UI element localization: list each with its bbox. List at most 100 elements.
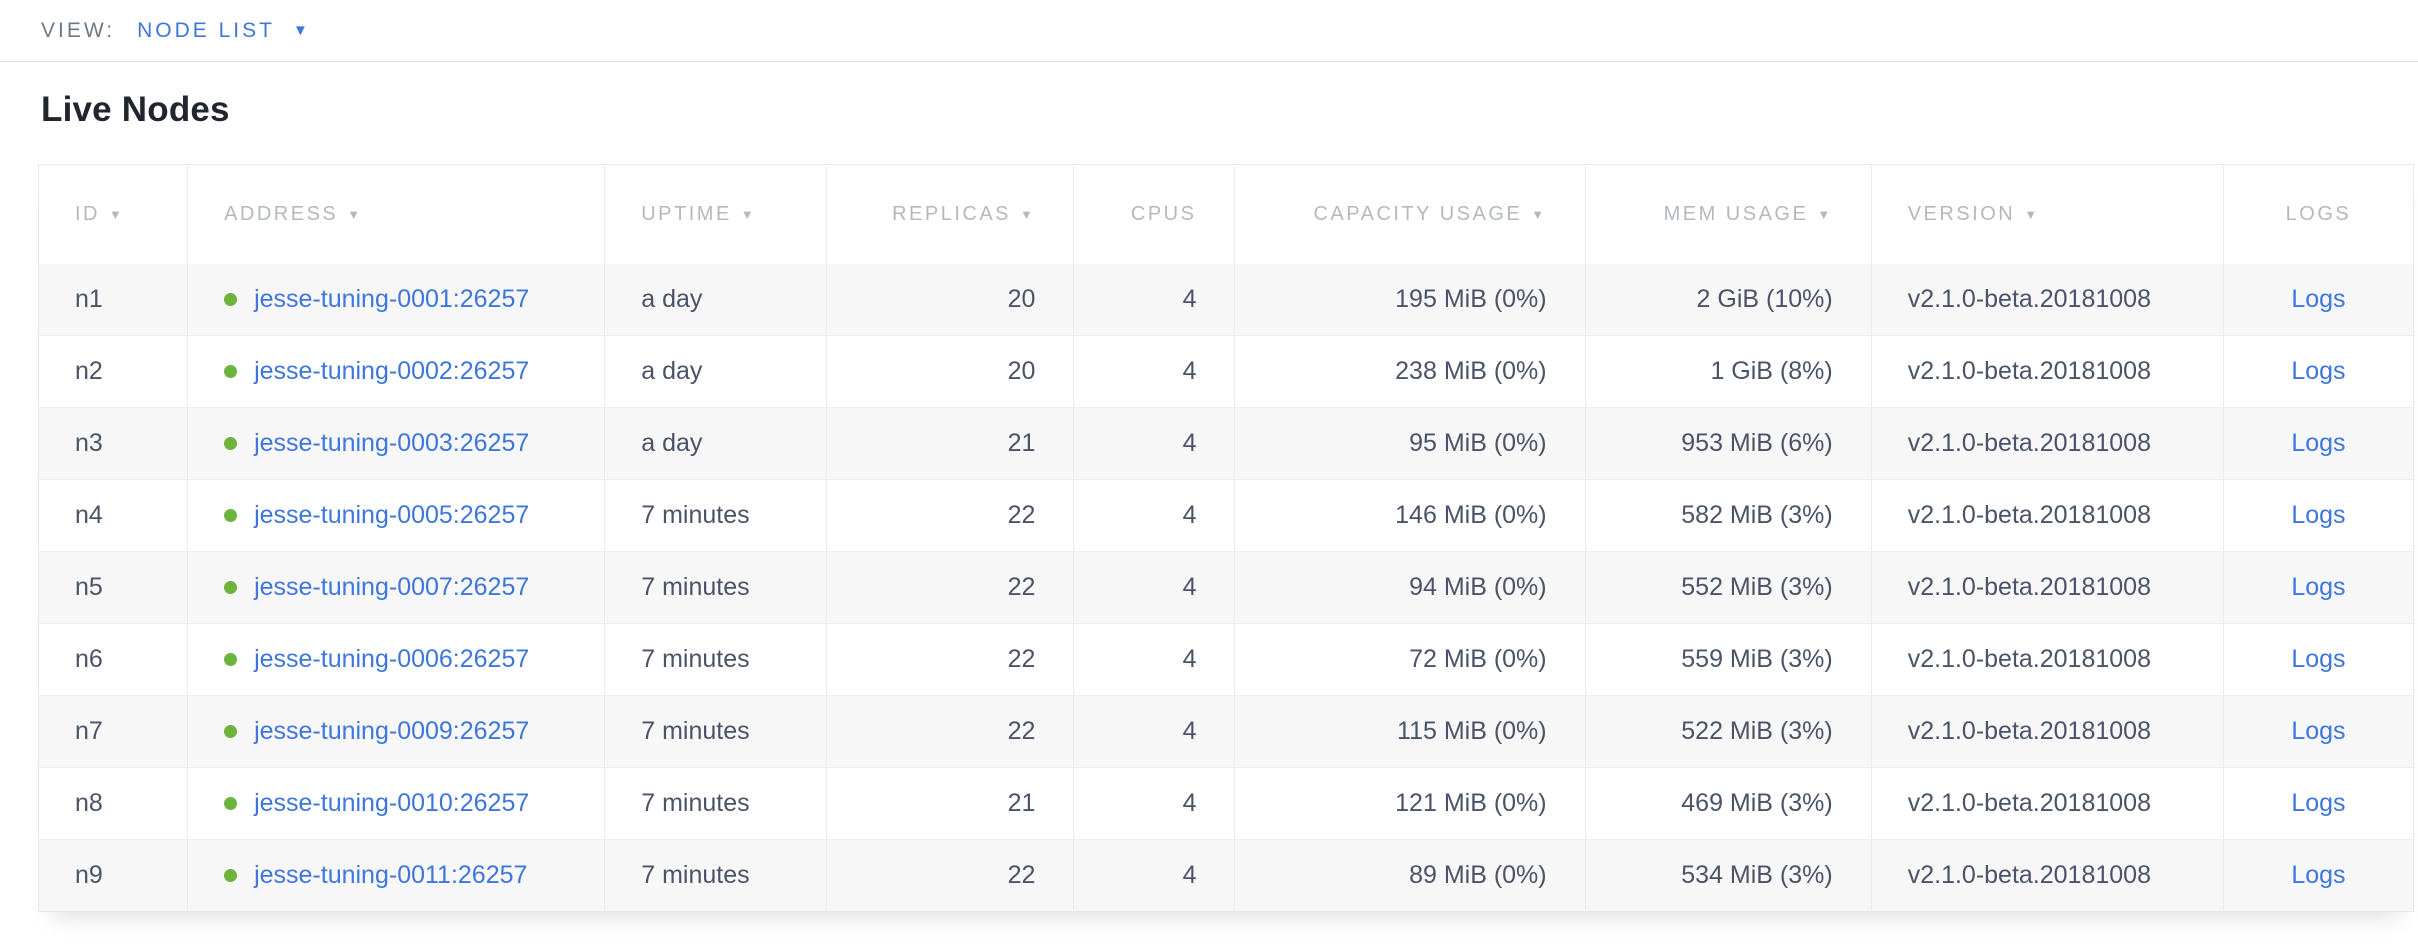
column-header-capacity[interactable]: CAPACITY USAGE ▼ [1234,164,1586,264]
address-link[interactable]: jesse-tuning-0001:26257 [254,284,530,313]
cell-logs: Logs [2222,839,2414,912]
cell-text: 469 MiB (3%) [1681,789,1833,817]
address-link[interactable]: jesse-tuning-0009:26257 [254,717,530,745]
column-header-uptime[interactable]: UPTIME ▼ [604,164,827,264]
sort-desc-icon: ▼ [1817,206,1833,222]
table-row: n5 jesse-tuning-0007:26257 7 minutes 22 4 94 … [38,551,2414,624]
cell-text: 7 minutes [641,645,750,673]
column-header-version[interactable]: VERSION ▼ [1870,164,2224,264]
cell-text: n7 [75,717,103,745]
cell-id: n2 [39,336,188,408]
cell-text: v2.1.0-beta.20181008 [1907,501,2151,529]
cell-mem: 552 MiB (3%) [1584,551,1872,624]
address-link[interactable]: jesse-tuning-0002:26257 [254,357,530,385]
cell-text: 21 [1007,789,1036,817]
cell-text: 22 [1007,573,1036,601]
column-header-cpus: CPUS [1073,164,1235,264]
logs-link[interactable]: Logs [2291,429,2346,457]
cell-cpus: 4 [1073,767,1235,840]
address-link[interactable]: jesse-tuning-0010:26257 [254,789,530,817]
cell-text: v2.1.0-beta.20181008 [1907,573,2151,601]
logs-link[interactable]: Logs [2291,357,2346,385]
sort-desc-icon: ▼ [1020,206,1036,222]
column-label: VERSION [1907,202,2016,225]
table-header-row: ID ▼ ADDRESS ▼ UPTIME ▼ REPLICAS ▼ CPUS CAPACITY … [39,164,2414,264]
cell-capacity: 72 MiB (0%) [1234,623,1586,696]
cell-text: v2.1.0-beta.20181008 [1907,789,2151,817]
cell-text: 2 GiB (10%) [1696,284,1833,313]
cell-text: 552 MiB (3%) [1681,573,1833,601]
column-header-replicas[interactable]: REPLICAS ▼ [826,164,1074,264]
table-row: n2 jesse-tuning-0002:26257 a day 20 4 238 MiB… [38,335,2414,408]
logs-link[interactable]: Logs [2291,717,2346,745]
logs-link[interactable]: Logs [2291,789,2346,817]
logs-link[interactable]: Logs [2291,501,2346,529]
cell-text: v2.1.0-beta.20181008 [1907,717,2151,745]
live-nodes-table: ID ▼ ADDRESS ▼ UPTIME ▼ REPLICAS ▼ CPUS CAPACITY … [38,164,2414,912]
column-header-address[interactable]: ADDRESS ▼ [187,164,605,264]
sort-desc-icon: ▼ [740,206,757,222]
address-link[interactable]: jesse-tuning-0011:26257 [254,861,528,889]
node-live-dot-icon [224,292,238,306]
cell-text: 522 MiB (3%) [1681,717,1833,745]
view-bar: VIEW: NODE LIST ▼ [0,0,2418,62]
cell-address: jesse-tuning-0005:26257 [187,479,605,552]
cell-logs: Logs [2222,695,2414,768]
logs-link[interactable]: Logs [2291,573,2346,601]
cell-text: 4 [1182,717,1197,745]
cell-replicas: 22 [826,839,1074,912]
cell-logs: Logs [2222,551,2414,624]
cell-id: n4 [39,480,188,552]
logs-link[interactable]: Logs [2291,284,2346,313]
node-live-dot-icon [224,869,238,882]
cell-capacity: 195 MiB (0%) [1234,263,1586,336]
cell-capacity: 115 MiB (0%) [1234,695,1586,768]
address-link[interactable]: jesse-tuning-0007:26257 [254,573,530,601]
cell-text: n8 [75,789,103,817]
column-header-logs: LOGS [2222,164,2414,264]
cell-address: jesse-tuning-0007:26257 [187,551,605,624]
cell-text: n4 [75,501,103,529]
cell-logs: Logs [2222,407,2414,480]
cell-capacity: 95 MiB (0%) [1234,407,1586,480]
cell-logs: Logs [2222,263,2414,336]
cell-replicas: 20 [826,263,1074,336]
table-row: n9 jesse-tuning-0011:26257 7 minutes 22 4 89 … [38,839,2414,912]
cell-capacity: 238 MiB (0%) [1234,335,1586,408]
node-live-dot-icon [224,653,238,666]
cell-version: v2.1.0-beta.20181008 [1870,551,2224,624]
logs-link[interactable]: Logs [2291,645,2346,673]
column-label: CAPACITY USAGE [1313,202,1523,225]
address-link[interactable]: jesse-tuning-0003:26257 [254,429,530,457]
view-selector[interactable]: NODE LIST ▼ [137,19,308,43]
node-live-dot-icon [224,797,238,810]
column-header-mem[interactable]: MEM USAGE ▼ [1584,164,1872,264]
cell-text: 1 GiB (8%) [1710,357,1833,385]
table-body: n1 jesse-tuning-0001:26257 a day 20 4 195 MiB… [38,263,2414,912]
cell-address: jesse-tuning-0011:26257 [187,839,605,912]
cell-text: n3 [75,429,103,457]
cell-replicas: 21 [826,407,1074,480]
cell-text: 4 [1182,284,1197,313]
cell-text: 7 minutes [641,573,750,601]
column-header-id[interactable]: ID ▼ [39,165,188,264]
cell-cpus: 4 [1073,479,1235,552]
address-link[interactable]: jesse-tuning-0005:26257 [254,501,530,529]
cell-version: v2.1.0-beta.20181008 [1870,623,2224,696]
cell-text: n9 [75,861,103,889]
address-link[interactable]: jesse-tuning-0006:26257 [254,645,530,673]
cell-uptime: a day [604,335,827,408]
cell-uptime: a day [604,263,827,336]
column-label: REPLICAS [892,202,1012,225]
cell-version: v2.1.0-beta.20181008 [1870,695,2224,768]
cell-text: n1 [75,284,103,313]
cell-capacity: 94 MiB (0%) [1234,551,1586,624]
cell-logs: Logs [2222,335,2414,408]
column-label: MEM USAGE [1663,202,1809,225]
sort-desc-icon: ▼ [2024,206,2040,222]
cell-id: n1 [39,264,188,336]
cell-text: v2.1.0-beta.20181008 [1907,357,2151,385]
cell-text: 953 MiB (6%) [1681,429,1833,457]
logs-link[interactable]: Logs [2291,861,2346,889]
cell-id: n6 [39,624,188,696]
